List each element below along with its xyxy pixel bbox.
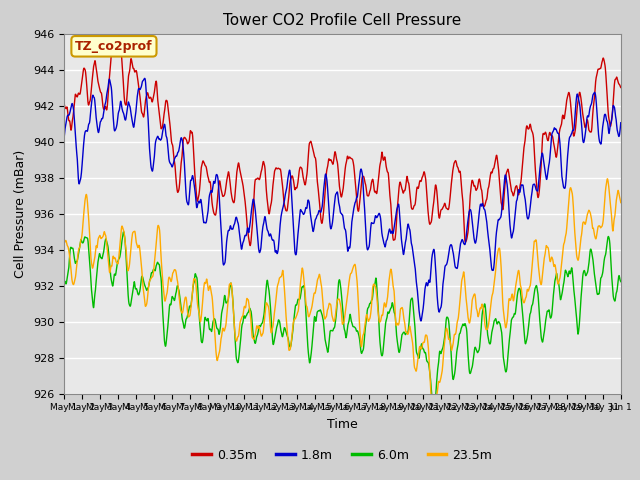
X-axis label: Time: Time xyxy=(327,418,358,431)
Text: TZ_co2prof: TZ_co2prof xyxy=(75,40,153,53)
Y-axis label: Cell Pressure (mBar): Cell Pressure (mBar) xyxy=(14,149,28,278)
Legend: 0.35m, 1.8m, 6.0m, 23.5m: 0.35m, 1.8m, 6.0m, 23.5m xyxy=(188,444,497,467)
Title: Tower CO2 Profile Cell Pressure: Tower CO2 Profile Cell Pressure xyxy=(223,13,461,28)
